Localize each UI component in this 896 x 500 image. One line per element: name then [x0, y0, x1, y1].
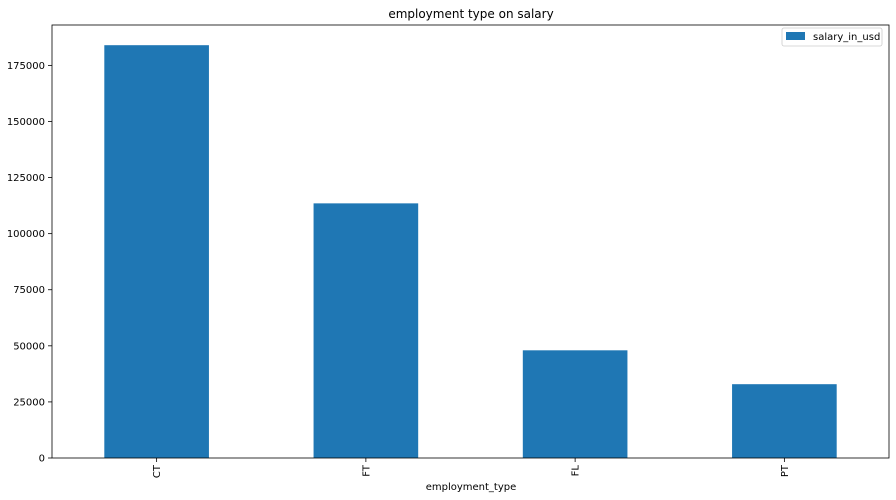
y-tick-label: 50000: [13, 341, 45, 352]
x-tick-label-ct: CT: [152, 464, 163, 478]
y-tick-label: 75000: [13, 285, 45, 296]
y-tick-label: 0: [39, 454, 45, 465]
x-tick-label-ft: FT: [361, 464, 372, 477]
y-tick-label: 150000: [7, 117, 45, 128]
y-tick-label: 125000: [7, 173, 45, 184]
x-axis: CT FT FL PT: [152, 458, 791, 478]
legend-swatch: [786, 32, 805, 40]
legend-label: salary_in_usd: [813, 32, 880, 43]
chart-title: employment type on salary: [388, 7, 553, 21]
legend: salary_in_usd: [781, 27, 883, 47]
y-tick-label: 25000: [13, 397, 45, 408]
bar-pt: [732, 384, 837, 458]
bar-ft: [313, 203, 419, 458]
x-tick-label-pt: PT: [780, 464, 791, 477]
x-tick-label-fl: FL: [571, 465, 582, 477]
y-tick-label: 100000: [7, 229, 45, 240]
y-axis: 0 25000 50000 75000 100000 125000 150000 175000: [7, 61, 52, 465]
legend-box: [781, 27, 883, 47]
plot-frame: [51, 24, 890, 459]
plot-area: [104, 45, 837, 458]
x-axis-label: employment_type: [426, 482, 517, 493]
bar-fl: [522, 350, 628, 458]
y-tick-label: 175000: [7, 61, 45, 72]
bar-ct: [104, 45, 209, 458]
